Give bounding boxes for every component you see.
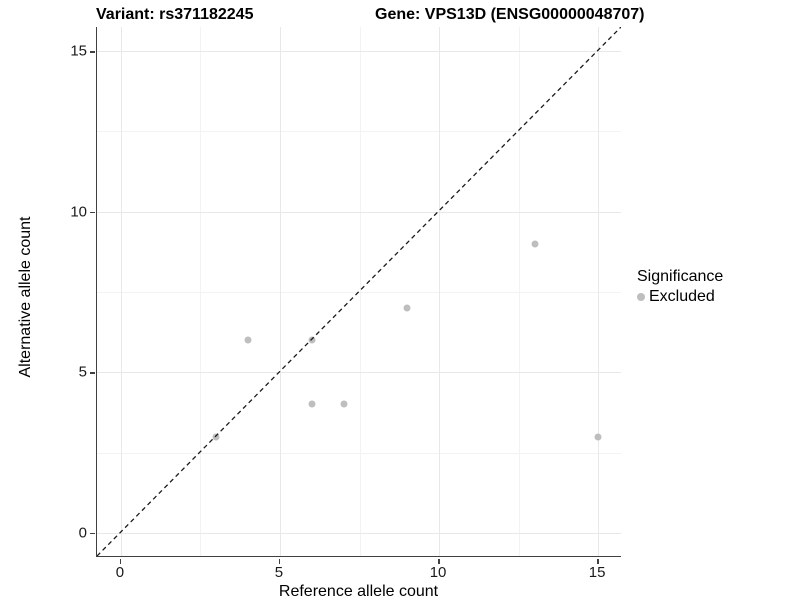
legend-title: Significance xyxy=(637,268,724,285)
minor-gridline-vertical xyxy=(518,27,520,556)
data-point xyxy=(308,336,316,344)
data-point xyxy=(531,240,538,248)
data-point xyxy=(403,304,411,312)
minor-gridline-horizontal xyxy=(97,452,621,454)
x-axis-title: Reference allele count xyxy=(278,583,439,600)
data-point xyxy=(212,433,220,441)
major-gridline-horizontal xyxy=(97,51,621,53)
x-tick-label: 15 xyxy=(588,564,606,581)
major-gridline-vertical xyxy=(598,27,600,556)
major-gridline-vertical xyxy=(120,27,122,556)
data-point xyxy=(244,336,252,344)
x-axis-tick xyxy=(597,558,599,564)
major-gridline-vertical xyxy=(439,27,441,556)
minor-gridline-horizontal xyxy=(97,292,621,293)
plot-title-gene: Gene: VPS13D (ENSG00000048707) xyxy=(375,6,645,23)
x-tick-label: 5 xyxy=(274,564,284,581)
y-tick-label: 15 xyxy=(70,42,87,60)
x-axis-tick xyxy=(438,558,440,564)
x-axis-tick xyxy=(278,558,281,564)
legend-item-excluded: Excluded xyxy=(637,288,723,306)
identity-dashed-line xyxy=(97,27,621,556)
legend-item-label: Excluded xyxy=(649,288,715,305)
data-point xyxy=(594,433,602,441)
legend-point-icon xyxy=(637,293,645,301)
data-point xyxy=(340,400,348,408)
y-axis-tick xyxy=(89,532,95,535)
major-gridline-horizontal xyxy=(97,372,621,374)
minor-gridline-horizontal xyxy=(97,131,621,133)
minor-gridline-vertical xyxy=(200,27,202,556)
data-point xyxy=(308,400,316,408)
y-axis-title: Alternative allele count xyxy=(17,216,34,378)
plot-title-variant: Variant: rs371182245 xyxy=(96,6,254,23)
y-tick-label: 0 xyxy=(78,524,87,542)
minor-gridline-vertical xyxy=(359,27,361,556)
major-gridline-horizontal xyxy=(97,211,621,213)
y-axis-tick xyxy=(89,372,95,374)
x-tick-label: 0 xyxy=(115,564,125,581)
x-axis-tick xyxy=(119,558,122,564)
y-tick-label: 10 xyxy=(70,203,87,221)
x-tick-label: 10 xyxy=(429,564,447,581)
y-axis-tick xyxy=(89,51,95,53)
y-axis-tick xyxy=(89,211,95,214)
major-gridline-vertical xyxy=(279,27,281,556)
major-gridline-horizontal xyxy=(97,532,621,534)
plot-panel xyxy=(96,27,621,557)
y-tick-label: 5 xyxy=(78,363,87,381)
legend: Significance Excluded xyxy=(637,268,723,306)
